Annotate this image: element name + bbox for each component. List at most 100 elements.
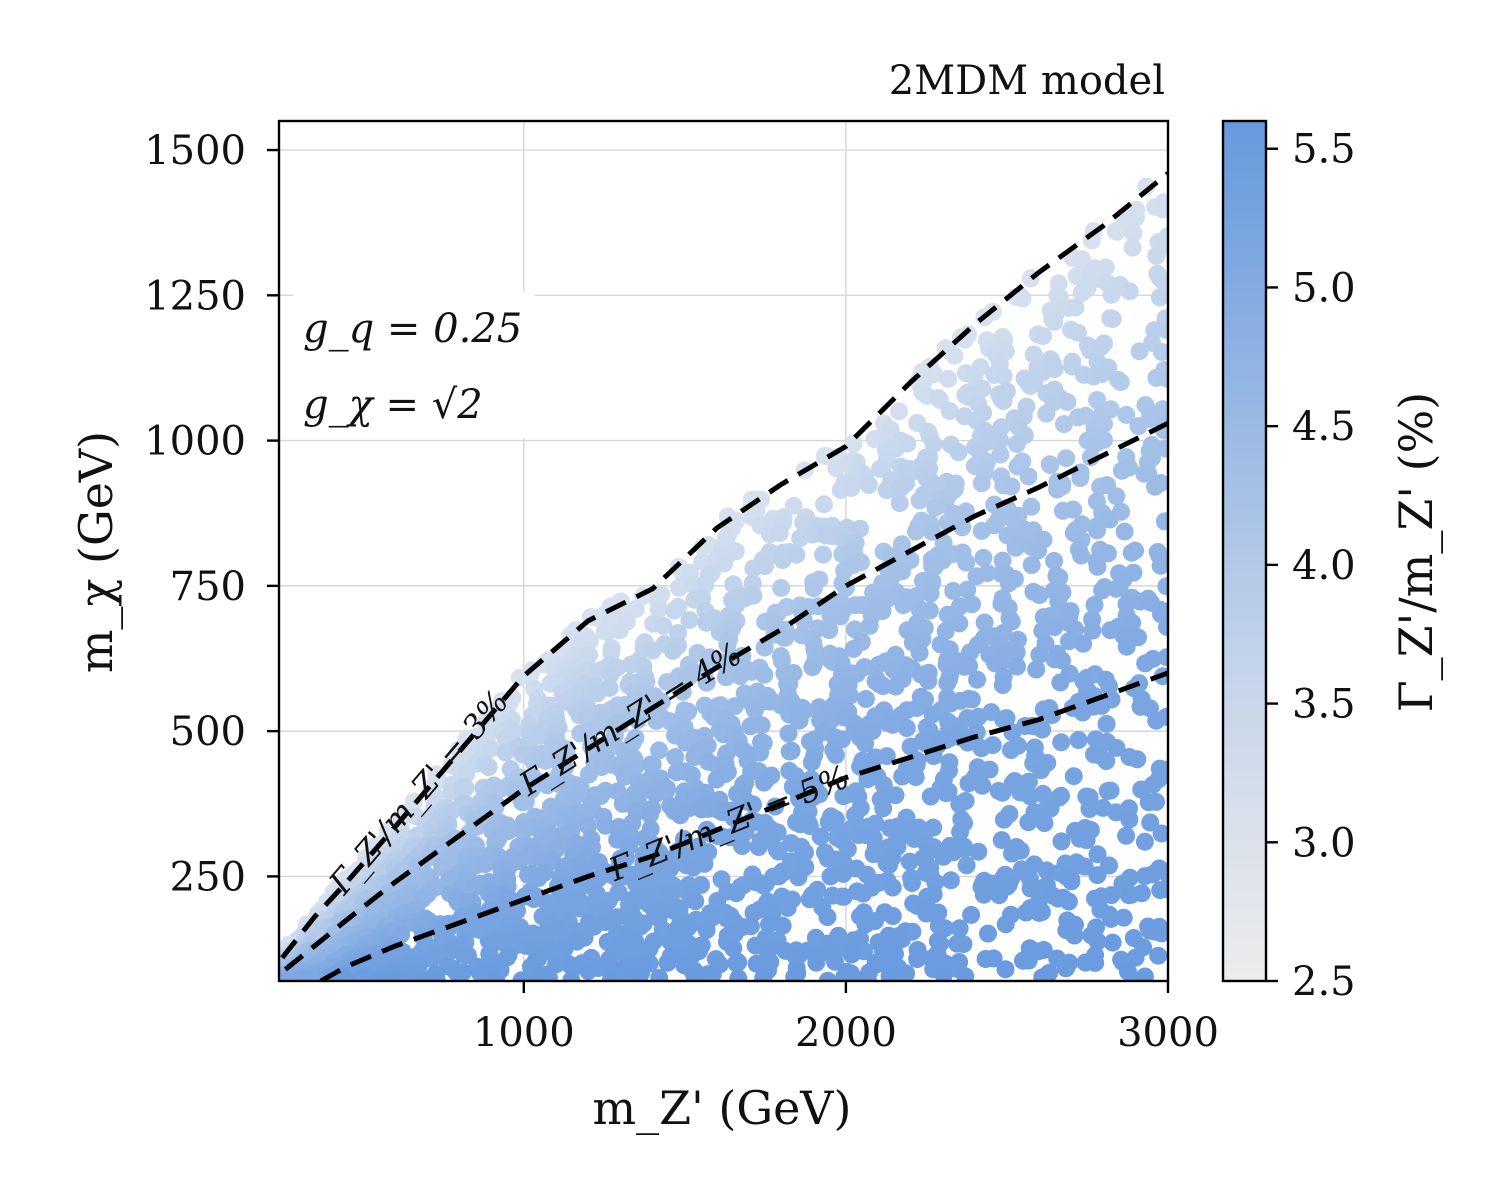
scatter-point <box>733 837 752 855</box>
scatter-point <box>440 943 459 961</box>
scatter-point <box>1135 832 1154 851</box>
scatter-point <box>427 970 446 981</box>
scatter-point <box>656 782 675 801</box>
contour-line-width-4-percent <box>283 420 1168 972</box>
scatter-point <box>1118 962 1137 981</box>
scatter-point <box>476 855 495 873</box>
scatter-point <box>641 805 659 824</box>
scatter-point <box>736 822 755 841</box>
scatter-point <box>628 711 647 730</box>
scatter-point <box>921 787 940 806</box>
scatter-point <box>1151 556 1168 575</box>
scatter-point <box>1158 865 1168 884</box>
x-axis-label: m_Z' (GeV) <box>593 1081 852 1135</box>
scatter-point <box>596 816 615 835</box>
scatter-point <box>649 600 668 619</box>
scatter-point <box>337 971 356 981</box>
scatter-point <box>954 935 973 954</box>
scatter-point <box>842 945 861 964</box>
scatter-point <box>1085 595 1104 614</box>
scatter-point <box>950 795 969 814</box>
scatter-point <box>1157 369 1168 388</box>
scatter-point <box>745 701 764 720</box>
scatter-point <box>992 831 1011 850</box>
scatter-point <box>1034 327 1053 346</box>
scatter-point <box>910 491 929 510</box>
annotation-gq: g_q = 0.25 <box>303 306 522 352</box>
scatter-point <box>1123 238 1142 257</box>
scatter-point <box>1071 469 1090 487</box>
scatter-point <box>1107 487 1126 506</box>
colorbar-tick-label: 5.5 <box>1292 127 1356 173</box>
scatter-point <box>697 921 716 939</box>
scatter-point <box>1013 289 1032 308</box>
scatter-point <box>818 908 837 926</box>
scatter-point <box>505 722 524 741</box>
scatter-point <box>1092 696 1111 715</box>
y-tick-label: 500 <box>170 709 246 755</box>
scatter-point <box>755 665 774 684</box>
scatter-point <box>869 655 888 674</box>
scatter-point <box>772 579 791 597</box>
scatter-point <box>1093 581 1112 600</box>
scatter-point <box>1019 813 1038 832</box>
scatter-point <box>1007 643 1026 662</box>
scatter-point <box>487 971 506 981</box>
scatter-point <box>951 822 970 841</box>
scatter-point <box>685 969 704 981</box>
colorbar-tick-label: 5.0 <box>1292 265 1356 311</box>
scatter-point <box>994 367 1013 385</box>
scatter-point <box>907 522 925 541</box>
scatter-point <box>1086 953 1105 972</box>
scatter-point <box>571 899 590 918</box>
scatter-point <box>1045 312 1064 331</box>
scatter-point <box>1120 282 1139 301</box>
scatter-point <box>643 755 662 774</box>
scatter-point <box>962 690 981 709</box>
scatter-point <box>1071 252 1090 271</box>
scatter-point <box>695 854 714 873</box>
scatter-point <box>1033 968 1052 981</box>
scatter-point <box>1155 274 1168 292</box>
scatter-point <box>629 968 648 981</box>
scatter-point <box>996 915 1015 934</box>
colorbar-ticks: 2.5 3.0 3.5 4.0 4.5 5.0 5.5 <box>1266 127 1356 1005</box>
scatter-point <box>1101 781 1120 800</box>
scatter-point <box>1155 512 1168 531</box>
scatter-point <box>864 845 883 864</box>
scatter-point <box>802 753 821 772</box>
y-tick-label: 250 <box>170 854 246 900</box>
scatter-point <box>295 970 314 981</box>
scatter-point <box>1124 224 1143 243</box>
scatter-point <box>1115 522 1134 541</box>
scatter-point <box>1030 646 1049 664</box>
scatter-point <box>1102 285 1121 304</box>
scatter-point <box>811 827 830 846</box>
scatter-point <box>1035 814 1054 832</box>
scatter-point <box>1052 832 1071 851</box>
scatter-point <box>749 838 768 856</box>
scatter-point <box>465 878 484 897</box>
scatter-point <box>354 968 373 981</box>
scatter-point <box>727 884 746 903</box>
scatter-point <box>901 737 920 756</box>
scatter-point <box>665 601 684 620</box>
scatter-point <box>1141 813 1160 832</box>
scatter-point <box>669 624 687 643</box>
scatter-point <box>1122 543 1141 562</box>
scatter-point <box>844 639 863 658</box>
scatter-point <box>1131 971 1150 981</box>
scatter-point <box>1117 637 1136 656</box>
scatter-point <box>1031 761 1050 780</box>
scatter-point <box>976 950 995 968</box>
scatter-point <box>994 710 1013 729</box>
scatter-point <box>826 952 844 971</box>
scatter-point <box>1147 246 1166 265</box>
scatter-point <box>779 724 798 743</box>
scatter-point <box>1136 654 1155 673</box>
scatter-point <box>880 856 898 875</box>
scatter-point <box>1103 309 1122 328</box>
scatter-point <box>1077 831 1096 850</box>
scatter-point <box>773 916 792 935</box>
